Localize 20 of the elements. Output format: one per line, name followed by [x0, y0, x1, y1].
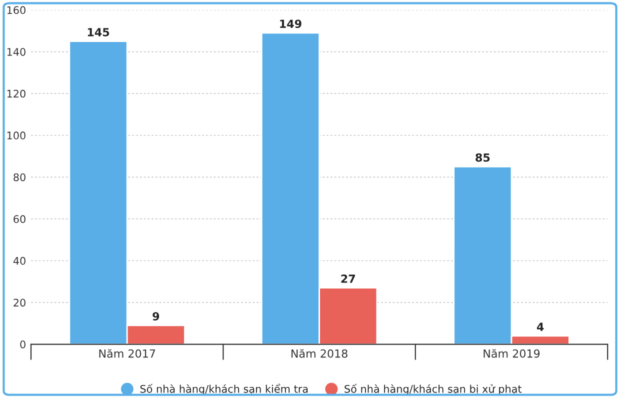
x-tick-label: Năm 2017	[99, 349, 156, 358]
data-label: 27	[341, 274, 355, 283]
y-tick-label: 140	[7, 48, 26, 56]
y-tick-label: 60	[14, 215, 26, 224]
y-tick-label: 20	[14, 298, 26, 307]
legend-label: Số nhà hàng/khách sạn bị xử phạt	[344, 384, 522, 395]
y-tick-label: 120	[7, 90, 26, 98]
data-label: 85	[476, 153, 490, 162]
data-label: 145	[88, 28, 110, 36]
data-label: 149	[280, 20, 302, 28]
legend-label: Số nhà hàng/khách sạn kiểm tra	[140, 384, 308, 395]
y-tick-label: 160	[7, 6, 26, 14]
y-tick-label: 80	[14, 173, 26, 182]
y-tick-label: 40	[13, 256, 26, 265]
data-label: 9	[152, 312, 160, 321]
y-tick-label: 0	[20, 340, 26, 348]
x-tick-label: Năm 2018	[292, 349, 348, 358]
y-tick-label: 100	[7, 132, 26, 140]
x-tick-label: Năm 2019	[484, 349, 540, 358]
data-label: 4	[536, 322, 544, 331]
